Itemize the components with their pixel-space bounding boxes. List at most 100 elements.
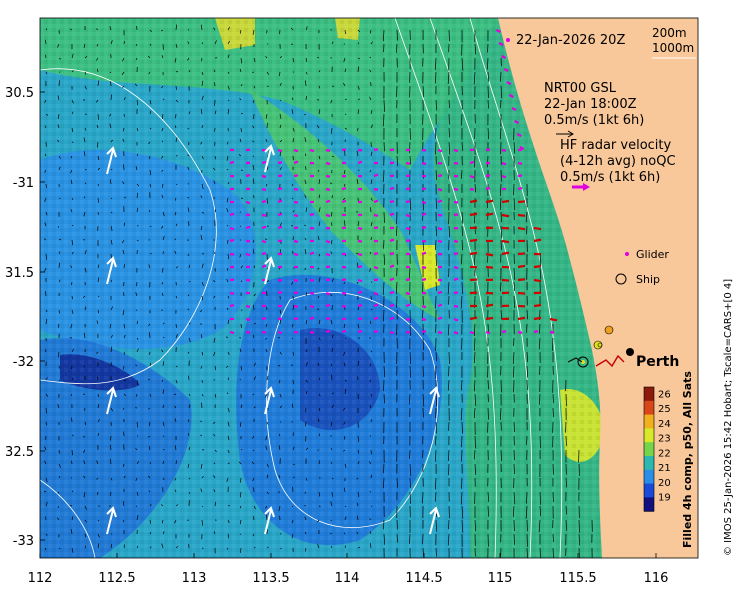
current-arrow — [305, 421, 307, 427]
current-arrow — [292, 476, 295, 479]
current-arrow — [71, 281, 73, 286]
current-arrow — [279, 139, 283, 143]
current-arrow — [122, 463, 125, 468]
current-arrow — [318, 505, 321, 508]
radar-arrow — [389, 186, 395, 191]
current-arrow — [396, 533, 398, 543]
current-arrow — [357, 221, 360, 227]
radar-arrow — [389, 212, 395, 217]
y-tick-label: -33 — [13, 534, 34, 549]
radar-arrow — [453, 239, 459, 243]
current-arrow — [305, 292, 308, 297]
radar-arrow — [293, 317, 299, 321]
current-arrow — [318, 207, 321, 213]
current-arrow — [370, 320, 372, 325]
radar-arrow — [277, 330, 283, 335]
current-arrow — [84, 407, 86, 411]
current-arrow — [110, 168, 113, 171]
current-arrow — [526, 491, 528, 504]
radar-arrow — [229, 291, 235, 295]
radar-arrow — [498, 42, 504, 46]
current-arrow — [291, 109, 294, 115]
current-arrow — [227, 421, 230, 427]
current-arrow — [369, 363, 372, 367]
current-arrow — [331, 404, 334, 409]
current-arrow — [383, 309, 385, 322]
current-arrow — [148, 141, 151, 145]
current-arrow — [226, 307, 229, 311]
current-arrow — [44, 99, 47, 103]
current-arrow — [97, 155, 100, 161]
current-arrow — [70, 505, 73, 507]
current-arrow — [239, 138, 242, 143]
radar-arrow — [437, 330, 443, 334]
current-arrow — [292, 351, 294, 356]
current-arrow — [473, 71, 476, 85]
current-arrow — [226, 278, 229, 283]
current-arrow — [252, 29, 255, 35]
current-arrow — [45, 113, 49, 116]
current-arrow — [71, 516, 74, 521]
current-arrow — [357, 461, 360, 465]
current-arrow — [252, 140, 255, 143]
current-arrow — [200, 402, 203, 409]
current-arrow — [201, 71, 204, 76]
current-arrow — [83, 475, 86, 479]
radar-arrow — [421, 317, 427, 321]
current-arrow — [122, 519, 125, 523]
current-arrow — [122, 309, 125, 316]
radar-arrow — [517, 278, 526, 282]
colorbar-tick-label: 23 — [658, 434, 671, 445]
current-arrow — [200, 225, 203, 231]
radar-arrow — [309, 251, 315, 256]
current-arrow — [292, 210, 295, 213]
current-arrow — [513, 463, 515, 475]
x-tick-label: 114 — [335, 571, 360, 586]
current-arrow — [227, 54, 230, 59]
current-arrow — [369, 531, 372, 535]
radar-arrow — [309, 213, 315, 217]
radar-arrow — [389, 330, 395, 335]
current-arrow — [318, 377, 321, 381]
current-arrow — [304, 237, 307, 241]
current-arrow — [227, 99, 230, 101]
current-arrow — [279, 82, 282, 87]
current-arrow — [344, 463, 347, 468]
current-arrow — [369, 29, 372, 34]
current-arrow — [447, 71, 450, 85]
current-arrow — [500, 71, 502, 82]
y-axis: 30.5 -31 31.5 -32 32.5 -33 — [5, 86, 45, 549]
current-arrow — [447, 533, 450, 546]
radar-arrow — [325, 187, 331, 192]
radar-arrow — [453, 330, 459, 335]
radar-arrow — [357, 329, 363, 334]
current-arrow — [266, 375, 269, 381]
current-arrow — [266, 474, 269, 479]
current-arrow — [461, 505, 464, 519]
radar-arrow — [469, 316, 478, 321]
radar-arrow — [485, 316, 494, 321]
current-arrow — [226, 155, 229, 161]
radar-arrow — [437, 239, 443, 243]
radar-arrow — [506, 81, 512, 85]
current-arrow — [200, 488, 203, 493]
current-arrow — [278, 474, 281, 479]
current-arrow — [226, 141, 229, 145]
current-arrow — [409, 365, 412, 378]
current-arrow — [396, 225, 398, 236]
current-arrow — [356, 531, 359, 535]
current-arrow — [45, 377, 48, 381]
current-arrow — [343, 532, 346, 535]
current-arrow — [213, 421, 216, 424]
current-arrow — [252, 125, 255, 129]
radar-arrow — [341, 278, 347, 282]
radar-arrow — [469, 330, 475, 335]
model-name: NRT00 GSL — [544, 81, 617, 96]
current-arrow — [122, 127, 125, 132]
current-arrow — [239, 477, 242, 483]
current-arrow — [265, 56, 268, 59]
current-arrow — [278, 445, 281, 451]
current-arrow — [539, 323, 541, 334]
current-arrow — [473, 449, 476, 460]
